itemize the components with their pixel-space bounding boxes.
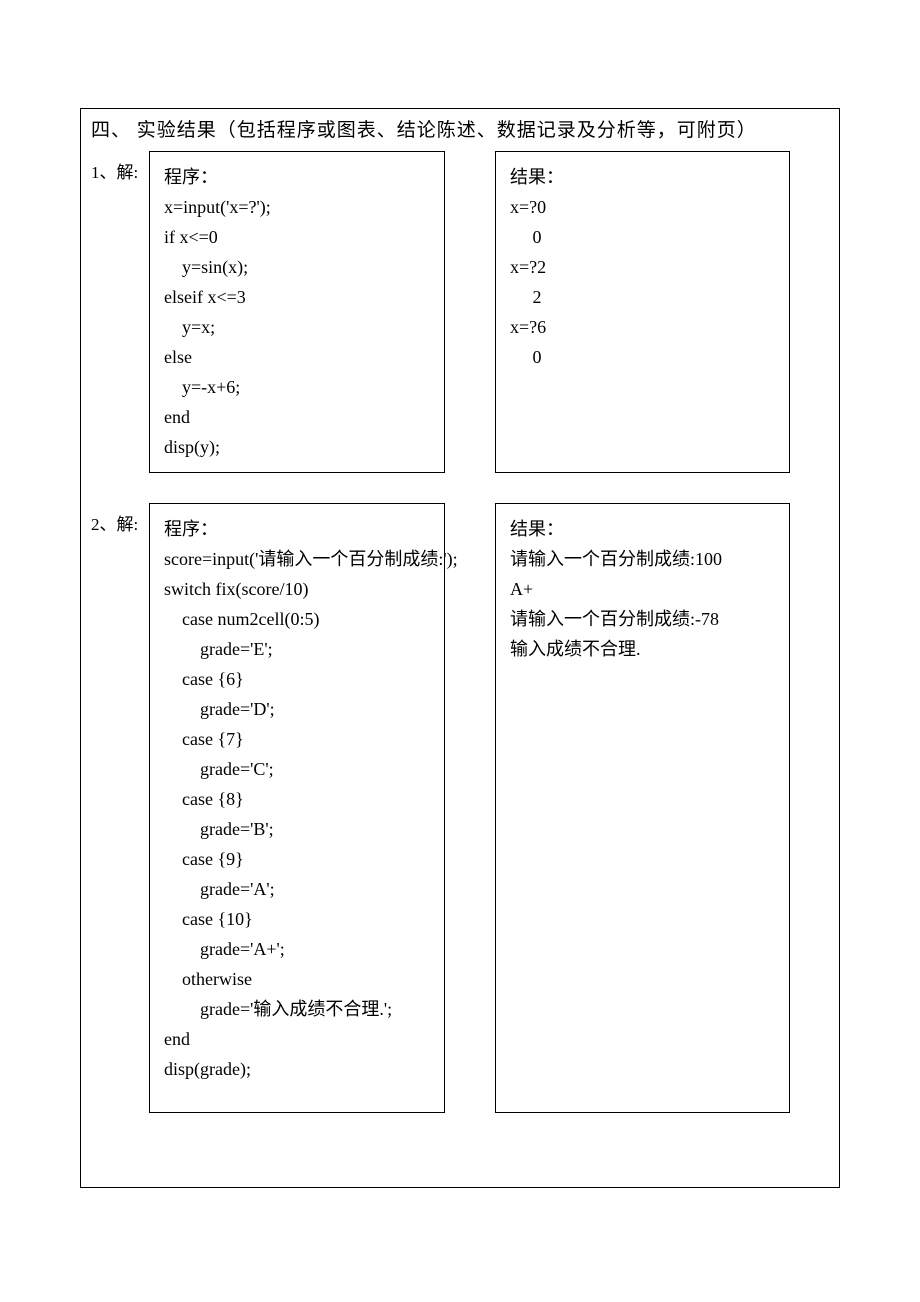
problem-1-code-box: 程序： x=input('x=?'); if x<=0 y=sin(x); el… bbox=[149, 151, 445, 473]
result-line: 0 bbox=[510, 222, 775, 252]
code-line: grade='D'; bbox=[164, 694, 430, 724]
main-border: 四、 实验结果（包括程序或图表、结论陈述、数据记录及分析等，可附页） 1、解: … bbox=[80, 108, 840, 1188]
result-line: 0 bbox=[510, 342, 775, 372]
code-line: case {8} bbox=[164, 784, 430, 814]
code-line: end bbox=[164, 402, 430, 432]
problem-2-row: 2、解: 程序： score=input('请输入一个百分制成绩:'); swi… bbox=[91, 503, 829, 1113]
section-title: 实验结果（包括程序或图表、结论陈述、数据记录及分析等，可附页） bbox=[137, 120, 757, 141]
code-line: case {9} bbox=[164, 844, 430, 874]
problem-2-code-box: 程序： score=input('请输入一个百分制成绩:'); switch f… bbox=[149, 503, 445, 1113]
result-line: x=?6 bbox=[510, 312, 775, 342]
result-line: 请输入一个百分制成绩:100 bbox=[510, 544, 775, 574]
result-line: 2 bbox=[510, 282, 775, 312]
code-line: switch fix(score/10) bbox=[164, 574, 430, 604]
code-line: disp(grade); bbox=[164, 1054, 430, 1084]
problem-2-code-title: 程序： bbox=[164, 514, 430, 544]
result-line: 请输入一个百分制成绩:-78 bbox=[510, 604, 775, 634]
code-line: x=input('x=?'); bbox=[164, 192, 430, 222]
problem-2-result-box: 结果： 请输入一个百分制成绩:100 A+ 请输入一个百分制成绩:-78 输入成… bbox=[495, 503, 790, 1113]
problem-2-panels: 程序： score=input('请输入一个百分制成绩:'); switch f… bbox=[149, 503, 829, 1113]
code-line: case {6} bbox=[164, 664, 430, 694]
code-line: case {10} bbox=[164, 904, 430, 934]
code-line: y=-x+6; bbox=[164, 372, 430, 402]
code-line: case {7} bbox=[164, 724, 430, 754]
section-number: 四、 bbox=[91, 120, 131, 141]
problem-1-label: 1、解: bbox=[91, 151, 149, 188]
code-line: grade='输入成绩不合理.'; bbox=[164, 994, 430, 1024]
code-line: end bbox=[164, 1024, 430, 1054]
problem-1-panels: 程序： x=input('x=?'); if x<=0 y=sin(x); el… bbox=[149, 151, 829, 473]
code-line: grade='E'; bbox=[164, 634, 430, 664]
code-line: grade='A'; bbox=[164, 874, 430, 904]
problem-1-result-box: 结果： x=?0 0 x=?2 2 x=?6 0 bbox=[495, 151, 790, 473]
code-line: otherwise bbox=[164, 964, 430, 994]
problem-1-row: 1、解: 程序： x=input('x=?'); if x<=0 y=sin(x… bbox=[91, 151, 829, 473]
problem-2-result-title: 结果： bbox=[510, 514, 775, 544]
result-line: x=?2 bbox=[510, 252, 775, 282]
problem-2-label: 2、解: bbox=[91, 503, 149, 540]
code-line: case num2cell(0:5) bbox=[164, 604, 430, 634]
code-line: if x<=0 bbox=[164, 222, 430, 252]
result-line: 输入成绩不合理. bbox=[510, 634, 775, 664]
problem-1-result-title: 结果： bbox=[510, 162, 775, 192]
code-line: y=sin(x); bbox=[164, 252, 430, 282]
section-header: 四、 实验结果（包括程序或图表、结论陈述、数据记录及分析等，可附页） bbox=[91, 115, 829, 147]
code-line: y=x; bbox=[164, 312, 430, 342]
code-line: else bbox=[164, 342, 430, 372]
page-container: 四、 实验结果（包括程序或图表、结论陈述、数据记录及分析等，可附页） 1、解: … bbox=[80, 0, 840, 1188]
code-line: grade='B'; bbox=[164, 814, 430, 844]
code-line: score=input('请输入一个百分制成绩:'); bbox=[164, 544, 430, 574]
code-line: grade='A+'; bbox=[164, 934, 430, 964]
result-line: A+ bbox=[510, 574, 775, 604]
code-line: grade='C'; bbox=[164, 754, 430, 784]
code-line: disp(y); bbox=[164, 432, 430, 462]
result-line: x=?0 bbox=[510, 192, 775, 222]
code-line: elseif x<=3 bbox=[164, 282, 430, 312]
problem-1-code-title: 程序： bbox=[164, 162, 430, 192]
